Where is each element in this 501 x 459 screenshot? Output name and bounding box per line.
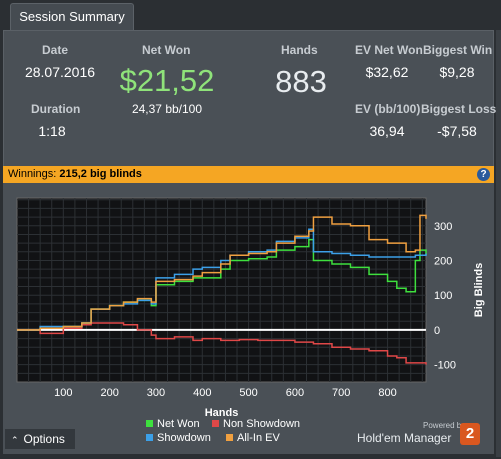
ev-net-won-label: EV Net Won	[355, 43, 423, 57]
product-name: Hold'em Manager	[357, 431, 452, 445]
chart-area: 100 200 300 400 500 600 700 800 300 200 100 0 -100 Ha…	[3, 183, 494, 454]
winnings-prefix: Winnings:	[8, 168, 57, 180]
y-axis-label: Big Blinds	[473, 263, 485, 317]
legend-item-net-won: Net Won	[146, 418, 200, 430]
legend-showdown-label: Showdown	[157, 432, 211, 444]
date-label: Date	[42, 43, 69, 57]
showdown-swatch	[146, 434, 153, 441]
biggest-win-value: $9,28	[439, 64, 475, 80]
options-label: Options	[23, 432, 65, 446]
winnings-chart: 100 200 300 400 500 600 700 800 300 200 100 0 -100 Ha…	[16, 197, 485, 419]
x-tick-label: 400	[193, 387, 211, 399]
hands-value: 883	[275, 64, 327, 99]
winnings-value: 215,2 big blinds	[59, 168, 142, 180]
chevron-up-icon: ⌃	[11, 435, 19, 445]
y-tick-label: 100	[434, 290, 452, 302]
hands-label: Hands	[281, 43, 318, 57]
hm-logo-icon: 2	[460, 423, 480, 445]
all-in-ev-swatch	[226, 434, 233, 441]
ev-bb-label: EV (bb/100)	[355, 102, 421, 116]
question-icon[interactable]: ?	[477, 168, 490, 181]
x-tick-label: 700	[332, 387, 350, 399]
ev-bb-value: 36,94	[369, 123, 405, 139]
duration-value: 1:18	[38, 123, 66, 139]
non-showdown-line	[17, 322, 427, 365]
net-won-swatch	[146, 420, 153, 427]
y-tick-label: 300	[434, 221, 452, 233]
biggest-loss-label: Biggest Loss	[421, 102, 497, 116]
x-axis-label: Hands	[205, 407, 239, 419]
x-tick-label: 200	[100, 387, 118, 399]
options-button[interactable]: ⌃ Options	[5, 429, 75, 449]
legend-item-showdown: Showdown	[146, 432, 211, 444]
y-tick-label: -100	[434, 360, 456, 372]
legend-all-in-ev-label: All-In EV	[237, 432, 280, 444]
biggest-loss-value: -$7,58	[437, 123, 477, 139]
biggest-win-label: Biggest Win	[423, 43, 493, 57]
plot-background	[16, 197, 427, 383]
net-won-label: Net Won	[142, 43, 191, 57]
x-tick-label: 800	[378, 387, 396, 399]
ev-net-won-value: $32,62	[365, 64, 409, 80]
legend-net-won-label: Net Won	[157, 418, 200, 430]
duration-label: Duration	[31, 102, 81, 116]
x-tick-label: 600	[286, 387, 304, 399]
window-right-edge	[496, 0, 501, 457]
winnings-bar: Winnings: 215,2 big blinds ?	[3, 166, 494, 183]
x-tick-label: 500	[239, 387, 257, 399]
x-tick-label: 300	[147, 387, 165, 399]
x-tick-label: 100	[54, 387, 72, 399]
non-showdown-swatch	[212, 420, 219, 427]
powered-by-text: Powered by	[423, 421, 466, 430]
tab-bar: Session Summary	[0, 0, 501, 30]
tab-session-summary[interactable]: Session Summary	[10, 3, 134, 30]
all-in-ev-line	[17, 214, 427, 331]
net-won-value: $21,52	[119, 63, 215, 98]
date-value: 28.07.2016	[24, 64, 96, 80]
net-won-bb: 24,37 bb/100	[131, 102, 203, 116]
legend-item-non-showdown: Non Showdown	[212, 418, 300, 430]
legend-non-showdown-label: Non Showdown	[223, 418, 301, 430]
y-tick-label: 0	[434, 325, 440, 337]
y-tick-label: 200	[434, 255, 452, 267]
legend-item-all-in-ev: All-In EV	[226, 432, 280, 444]
